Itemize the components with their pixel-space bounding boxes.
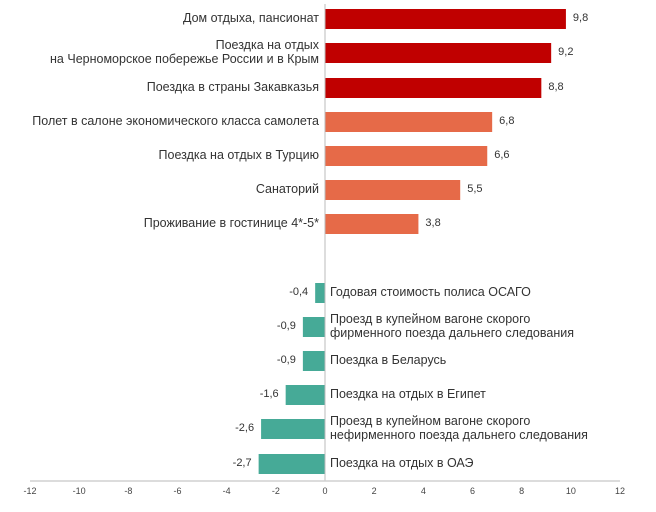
- data-label: -0,4: [289, 286, 309, 298]
- data-label: -2,7: [232, 457, 252, 469]
- x-tick-label: 12: [614, 486, 626, 496]
- bar: [258, 454, 325, 474]
- x-tick-label: -4: [222, 486, 231, 496]
- category-label-line: Годовая стоимость полиса ОСАГО: [330, 285, 531, 299]
- data-label: -1,6: [259, 388, 279, 400]
- bar: [325, 9, 566, 29]
- data-label: -2,6: [235, 422, 255, 434]
- category-label-line: Дом отдыха, пансионат: [182, 11, 319, 25]
- category-label: Проезд в купейном вагоне скорого фирменно…: [330, 312, 574, 340]
- bar: [325, 214, 419, 234]
- bar: [325, 78, 542, 98]
- category-label-line: Проезд в купейном вагоне скорого: [330, 414, 531, 428]
- bar: [325, 146, 488, 166]
- x-tick-label: 2: [371, 486, 377, 496]
- x-tick-label: -8: [124, 486, 133, 496]
- category-label-line: Поездка в страны Закавказья: [146, 80, 319, 94]
- category-label-line: Проезд в купейном вагоне скорого: [330, 312, 531, 326]
- data-label: 9,2: [558, 46, 574, 58]
- x-tick-label: 8: [519, 486, 525, 496]
- data-label: 8,8: [548, 81, 564, 93]
- bar: [315, 283, 325, 303]
- category-label: Санаторий: [256, 182, 319, 196]
- data-label: 3,8: [425, 217, 441, 229]
- category-label-line: нефирменного поезда дальнего следования: [330, 428, 588, 442]
- bar: [261, 419, 325, 439]
- category-label: Поездка на отдых в Турцию: [159, 148, 319, 162]
- x-tick-label: 4: [420, 486, 426, 496]
- x-tick-label: 10: [565, 486, 576, 496]
- category-label: Полет в салоне экономического класса сам…: [32, 114, 319, 128]
- data-label: 9,8: [572, 12, 589, 24]
- bar: [302, 317, 325, 337]
- category-label-line: Санаторий: [255, 182, 319, 196]
- category-label-line: Полет в салоне экономического класса сам…: [32, 114, 319, 128]
- data-label: -0,9: [276, 354, 296, 366]
- bar: [285, 385, 325, 405]
- category-label: Поездка на отдых в Египет: [330, 387, 486, 401]
- x-tick-label: -2: [271, 486, 280, 496]
- data-label: 6,6: [494, 149, 510, 161]
- category-label: Годовая стоимость полиса ОСАГО: [330, 285, 531, 299]
- x-tick-label: 0: [322, 486, 328, 496]
- data-label: 6,8: [499, 115, 515, 127]
- category-label-line: фирменного поезда дальнего следования: [330, 326, 574, 340]
- category-label-line: Поездка на отдых в ОАЭ: [330, 456, 474, 470]
- category-label: Поездка на отдых в ОАЭ: [330, 456, 473, 470]
- category-label: Поездка в страны Закавказья: [147, 80, 319, 94]
- x-tick-label: -12: [23, 486, 37, 496]
- category-label-line: на Черноморское побережье России и в Кры…: [50, 52, 319, 66]
- data-label: 5,5: [467, 183, 483, 195]
- category-label: Дом отдыха, пансионат: [183, 11, 319, 25]
- data-label: -0,9: [276, 320, 296, 332]
- category-label-line: Проживание в гостинице 4*-5*: [143, 216, 319, 230]
- x-tick-label: -6: [173, 486, 182, 496]
- category-label: Поездка в Беларусь: [330, 353, 446, 367]
- bar: [325, 43, 552, 63]
- category-label: Проезд в купейном вагоне скорого нефирмен…: [330, 414, 588, 442]
- category-label-line: Поездка на отдых в Турцию: [158, 148, 319, 162]
- category-label-line: Поездка на отдых: [215, 38, 319, 52]
- bar: [325, 112, 493, 132]
- category-label-line: Поездка на отдых в Египет: [330, 387, 486, 401]
- x-tick-label: 6: [469, 486, 476, 496]
- category-label-line: Поездка в Беларусь: [330, 353, 447, 367]
- bar: [302, 351, 325, 371]
- bar: [325, 180, 461, 200]
- x-tick-label: -10: [72, 486, 86, 496]
- category-label: Поездка на отдых на Черноморское побережь…: [50, 38, 319, 66]
- category-label: Проживание в гостинице 4*-5*: [144, 216, 319, 230]
